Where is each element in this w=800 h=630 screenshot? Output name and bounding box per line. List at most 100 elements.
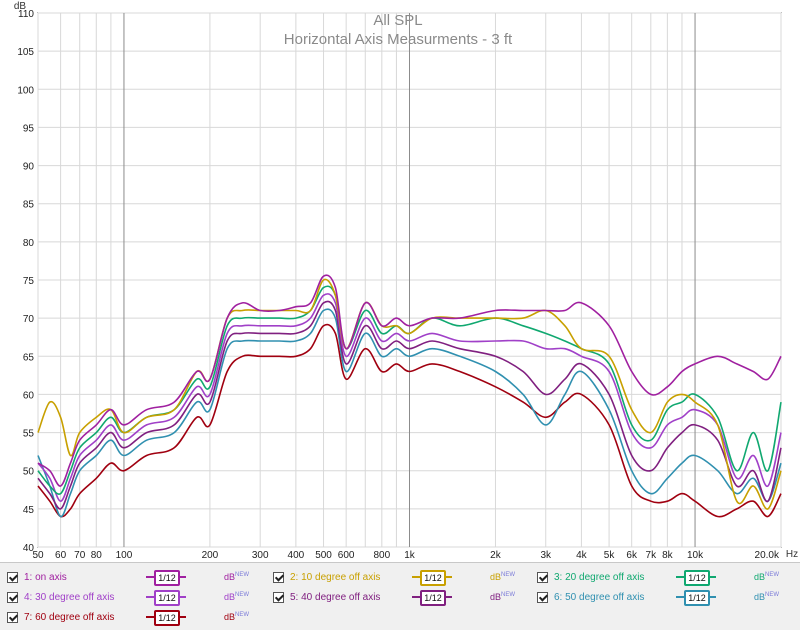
series-visibility-checkbox[interactable]: [537, 571, 548, 583]
db-new-superscript: NEW: [765, 572, 780, 578]
smoothing-button[interactable]: 1/12: [146, 569, 186, 586]
legend: 1: on axis 1/12 dBNEW 2: 10 degree off axis…: [0, 562, 800, 630]
db-new-superscript: NEW: [235, 572, 250, 578]
x-tick-label: 1k: [404, 550, 416, 561]
x-tick-label: 2k: [490, 550, 502, 561]
legend-series-name: 2: 10 degree off axis: [290, 571, 381, 583]
x-tick-label: 400: [288, 550, 305, 561]
smoothing-label: 1/12: [684, 570, 710, 586]
series-layer: [37, 274, 782, 518]
db-offset-label[interactable]: dBNEW: [490, 592, 515, 602]
db-offset-label[interactable]: dBNEW: [224, 572, 249, 582]
y-tick-label: 80: [23, 238, 35, 249]
smoothing-label: 1/12: [420, 570, 446, 586]
series-line-4: [37, 293, 782, 503]
db-offset-label[interactable]: dBNEW: [754, 572, 779, 582]
x-tick-label: 100: [116, 550, 133, 561]
smoothing-label: 1/12: [154, 570, 180, 586]
y-tick-label: 100: [17, 85, 34, 96]
x-tick-label: 50: [32, 550, 44, 561]
smoothing-button[interactable]: 1/12: [146, 589, 186, 606]
x-tick-label: 10k: [687, 550, 704, 561]
y-tick-label: 85: [23, 200, 35, 211]
legend-item-6: 6: 50 degree off axis 1/12 dBNEW: [530, 587, 792, 607]
y-tick-label: 65: [23, 352, 35, 363]
smoothing-label: 1/12: [684, 590, 710, 606]
y-axis-label: dB: [14, 1, 27, 12]
series-line-7: [37, 323, 782, 518]
y-tick-label: 105: [17, 47, 34, 58]
legend-item-4: 4: 30 degree off axis 1/12 dBNEW: [0, 587, 262, 607]
series-visibility-checkbox[interactable]: [7, 611, 18, 623]
smoothing-button[interactable]: 1/12: [676, 589, 716, 606]
chart-subtitle: Horizontal Axis Measurments - 3 ft: [284, 31, 513, 48]
legend-item-5: 5: 40 degree off axis 1/12 dBNEW: [266, 587, 528, 607]
db-new-superscript: NEW: [501, 572, 516, 578]
legend-item-1: 1: on axis 1/12 dBNEW: [0, 567, 262, 587]
x-tick-label: 5k: [604, 550, 616, 561]
db-new-superscript: NEW: [235, 612, 250, 618]
chart-title: All SPL: [373, 12, 422, 29]
series-line-5: [37, 300, 782, 510]
x-axis-label: Hz: [786, 549, 798, 560]
y-tick-label: 70: [23, 314, 35, 325]
x-tick-label: 7k: [646, 550, 658, 561]
smoothing-label: 1/12: [154, 610, 180, 626]
db-offset-label[interactable]: dBNEW: [224, 592, 249, 602]
series-visibility-checkbox[interactable]: [273, 591, 284, 603]
x-tick-label: 6k: [626, 550, 638, 561]
y-tick-label: 90: [23, 162, 35, 173]
db-text: dB: [754, 572, 766, 582]
y-tick-label: 95: [23, 123, 35, 134]
x-tick-label: 4k: [576, 550, 588, 561]
db-text: dB: [490, 572, 502, 582]
smoothing-label: 1/12: [420, 590, 446, 606]
y-tick-label: 40: [23, 543, 35, 554]
major-gridlines: [123, 13, 696, 547]
series-visibility-checkbox[interactable]: [7, 591, 18, 603]
x-tick-label: 20.0k: [755, 550, 780, 561]
db-offset-label[interactable]: dBNEW: [754, 592, 779, 602]
db-new-superscript: NEW: [765, 592, 780, 598]
smoothing-button[interactable]: 1/12: [412, 569, 452, 586]
spl-chart: 40 45 50 55 60 65 70 75 80 85 90 95 100 105 110 50 60 70…: [14, 1, 798, 561]
db-text: dB: [224, 572, 236, 582]
y-axis-ticks: 40 45 50 55 60 65 70 75 80 85 90 95 100 105 110: [17, 9, 34, 554]
series-line-6: [37, 308, 782, 518]
legend-series-name: 4: 30 degree off axis: [24, 591, 115, 603]
x-tick-label: 600: [338, 550, 355, 561]
y-tick-label: 55: [23, 429, 35, 440]
x-tick-label: 200: [202, 550, 219, 561]
db-text: dB: [754, 592, 766, 602]
db-text: dB: [224, 592, 236, 602]
series-visibility-checkbox[interactable]: [7, 571, 18, 583]
smoothing-label: 1/12: [154, 590, 180, 606]
y-tick-label: 60: [23, 390, 35, 401]
legend-series-name: 6: 50 degree off axis: [554, 591, 645, 603]
series-visibility-checkbox[interactable]: [273, 571, 284, 583]
db-new-superscript: NEW: [501, 592, 516, 598]
x-tick-label: 60: [55, 550, 67, 561]
smoothing-button[interactable]: 1/12: [146, 609, 186, 626]
series-visibility-checkbox[interactable]: [537, 591, 548, 603]
x-tick-label: 3k: [540, 550, 552, 561]
legend-series-name: 7: 60 degree off axis: [24, 611, 115, 623]
smoothing-button[interactable]: 1/12: [676, 569, 716, 586]
legend-item-2: 2: 10 degree off axis 1/12 dBNEW: [266, 567, 528, 587]
chart-area: 40 45 50 55 60 65 70 75 80 85 90 95 100 105 110 50 60 70…: [0, 0, 800, 562]
x-tick-label: 70: [74, 550, 86, 561]
x-tick-label: 80: [91, 550, 103, 561]
series-line-1: [37, 274, 782, 487]
db-offset-label[interactable]: dBNEW: [490, 572, 515, 582]
db-text: dB: [490, 592, 502, 602]
legend-item-7: 7: 60 degree off axis 1/12 dBNEW: [0, 607, 262, 627]
y-tick-label: 75: [23, 276, 35, 287]
legend-item-3: 3: 20 degree off axis 1/12 dBNEW: [530, 567, 792, 587]
legend-series-name: 3: 20 degree off axis: [554, 571, 645, 583]
y-tick-label: 110: [18, 9, 34, 20]
x-tick-label: 800: [373, 550, 390, 561]
db-offset-label[interactable]: dBNEW: [224, 612, 249, 622]
y-tick-label: 45: [23, 505, 35, 516]
smoothing-button[interactable]: 1/12: [412, 589, 452, 606]
x-tick-label: 300: [252, 550, 269, 561]
